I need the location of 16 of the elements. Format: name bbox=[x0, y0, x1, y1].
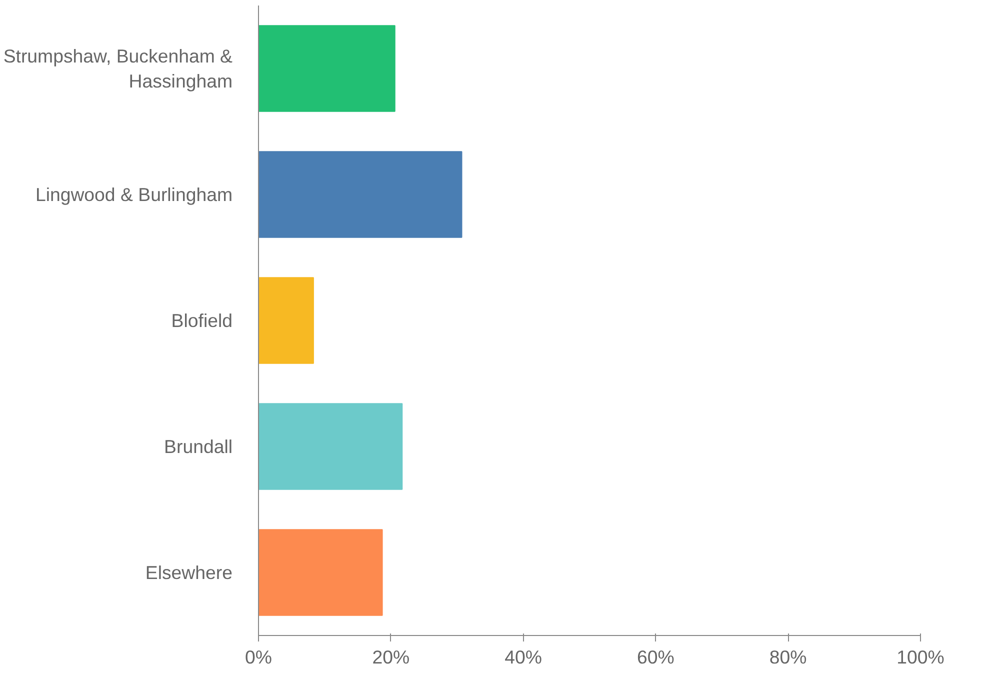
bar bbox=[258, 529, 383, 616]
bar bbox=[258, 151, 462, 238]
y-tick-label: Brundall bbox=[164, 436, 233, 457]
y-tick-label: Elsewhere bbox=[145, 562, 233, 583]
y-tick-label: Strumpshaw, Buckenham & Hassingham bbox=[3, 45, 234, 92]
y-tick-label: Lingwood & Burlingham bbox=[35, 184, 233, 205]
x-tick-label: 100% bbox=[896, 646, 944, 668]
bar bbox=[258, 25, 396, 112]
x-tick-label: 0% bbox=[245, 646, 272, 668]
x-tick-label: 20% bbox=[372, 646, 410, 668]
bar bbox=[258, 403, 403, 490]
x-tick-label: 60% bbox=[637, 646, 674, 668]
x-tick-label: 40% bbox=[504, 646, 542, 668]
x-tick-label: 80% bbox=[769, 646, 807, 668]
bar bbox=[258, 277, 314, 364]
y-tick-label: Blofield bbox=[171, 310, 233, 331]
